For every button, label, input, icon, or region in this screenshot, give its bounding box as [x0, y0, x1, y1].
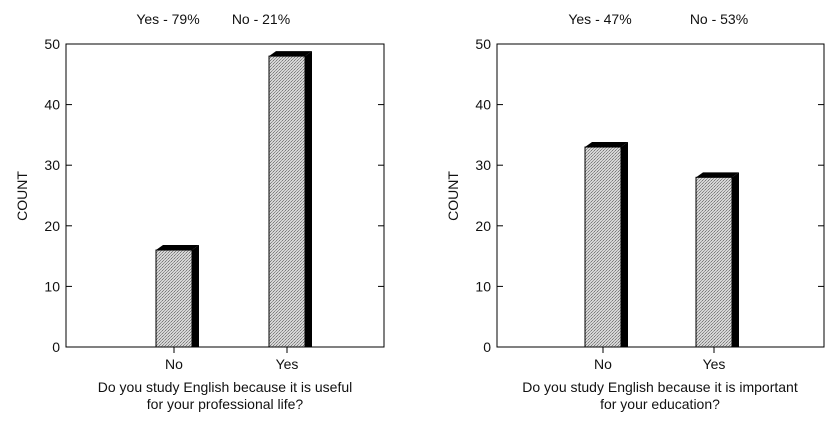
plot-frame [496, 43, 825, 348]
bar-yes [695, 172, 739, 348]
bars [584, 142, 739, 348]
bar-front [695, 176, 733, 348]
y-tick-label: 40 [475, 97, 491, 113]
y-tick-label: 10 [475, 278, 491, 294]
y-tick-label: 20 [475, 218, 491, 234]
y-tick-label: 30 [44, 157, 60, 173]
x-tick-label: No [594, 356, 612, 372]
y-tick-label: 30 [475, 157, 491, 173]
x-axis-label-line2: for your education? [600, 396, 720, 412]
y-tick-label: 50 [44, 36, 60, 52]
bar-front [584, 146, 622, 348]
y-tick-label: 50 [475, 36, 491, 52]
bar-side [305, 51, 312, 348]
x-axis-label-line2: for your professional life? [147, 396, 304, 412]
bar-side [192, 245, 199, 347]
chart-annotation-right: No - 21% [232, 11, 290, 27]
x-tick-label: Yes [703, 356, 726, 372]
y-axis-label-text: COUNT [14, 171, 30, 221]
y-tick-label: 0 [52, 339, 60, 355]
bar-side [732, 172, 739, 347]
plot-frame [65, 43, 385, 348]
chart-panel-left: Yes - 79% No - 21% COUNT 0 10 20 30 40 50 No Y… [14, 11, 385, 412]
bar-front [268, 55, 306, 348]
bar-top [269, 51, 312, 57]
chart-annotation-left: Yes - 79% [136, 11, 199, 27]
chart-annotation-right: No - 53% [690, 11, 748, 27]
x-tick-labels: No Yes [165, 347, 298, 372]
y-axis-label-text: COUNT [445, 171, 461, 221]
y-axis-label: COUNT [14, 171, 30, 221]
bar-no [584, 142, 628, 348]
chart-annotation-left: Yes - 47% [568, 11, 631, 27]
x-tick-labels: No Yes [594, 347, 725, 372]
bar-side [621, 142, 628, 347]
y-ticks: 0 10 20 30 40 50 [475, 36, 824, 355]
y-tick-label: 0 [483, 339, 491, 355]
bar-top [696, 172, 739, 178]
y-ticks: 0 10 20 30 40 50 [44, 36, 384, 355]
x-axis-label-line1: Do you study English because it is impor… [522, 379, 798, 395]
bar-no [155, 245, 199, 348]
bars [155, 51, 312, 348]
bar-front [155, 249, 193, 348]
y-tick-label: 20 [44, 218, 60, 234]
y-tick-label: 10 [44, 278, 60, 294]
bar-top [585, 142, 628, 148]
y-axis-label: COUNT [445, 171, 461, 221]
chart-panel-right: Yes - 47% No - 53% COUNT 0 10 20 30 40 50 No Y… [445, 11, 825, 412]
bar-top [156, 245, 199, 251]
y-tick-label: 40 [44, 97, 60, 113]
bar-yes [268, 51, 312, 348]
x-tick-label: Yes [276, 356, 299, 372]
x-tick-label: No [165, 356, 183, 372]
x-axis-label-line1: Do you study English because it is usefu… [98, 379, 352, 395]
